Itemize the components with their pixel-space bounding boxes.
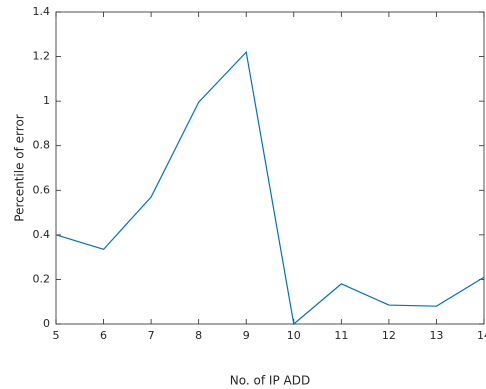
plot-area <box>55 11 485 325</box>
x-axis-title: No. of IP ADD <box>230 374 310 388</box>
x-tick-label: 13 <box>429 329 443 342</box>
x-tick-label: 7 <box>148 329 155 342</box>
y-tick-label: 1.2 <box>33 50 51 63</box>
x-tick-label: 9 <box>243 329 250 342</box>
x-tick-label: 5 <box>53 329 60 342</box>
y-tick-label: 0.6 <box>33 183 51 196</box>
x-tick-label: 12 <box>382 329 396 342</box>
y-tick-label: 0.2 <box>33 272 51 285</box>
y-tick-label: 0 <box>43 317 50 330</box>
x-tick-label: 14 <box>477 329 486 342</box>
y-axis-title: Percentile of error <box>13 114 27 222</box>
y-tick-label: 1 <box>43 94 50 107</box>
x-tick-label: 6 <box>100 329 107 342</box>
y-tick-label: 0.4 <box>33 228 51 241</box>
data-line <box>55 50 485 326</box>
y-tick-label: 0.8 <box>33 139 51 152</box>
y-tick-label: 1.4 <box>33 5 51 18</box>
x-tick-label: 10 <box>287 329 301 342</box>
x-tick-label: 8 <box>195 329 202 342</box>
x-tick-label: 11 <box>334 329 348 342</box>
